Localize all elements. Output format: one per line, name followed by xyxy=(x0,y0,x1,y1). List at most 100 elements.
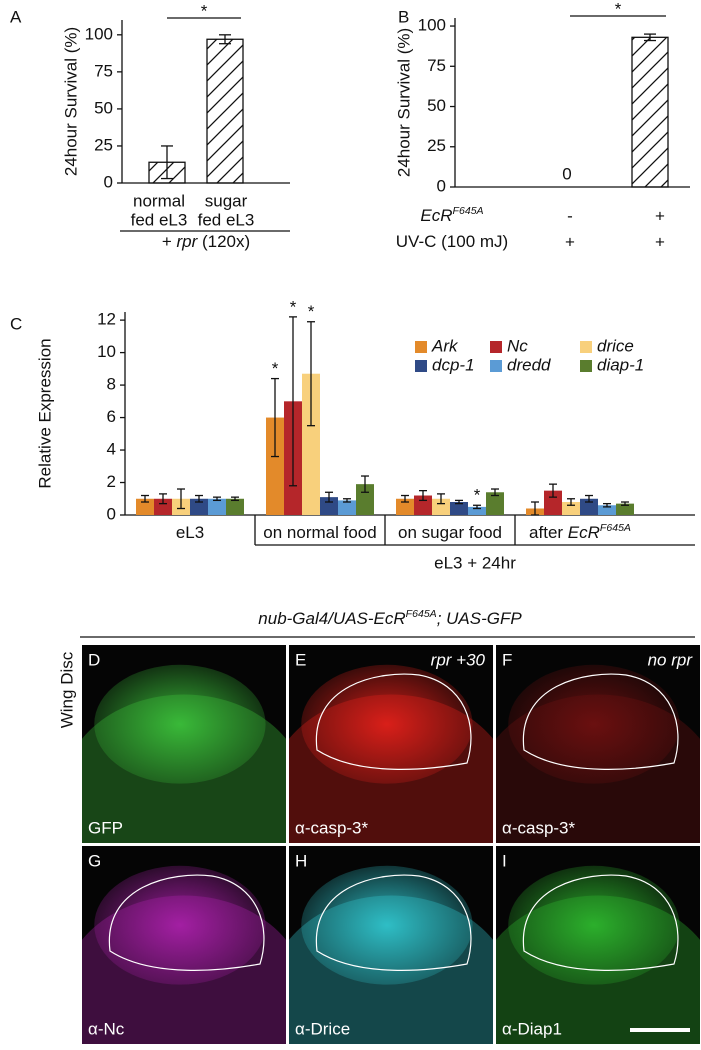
text-run: nub-Gal4/UAS-EcR xyxy=(258,609,405,628)
condition-label: EcRF645A xyxy=(420,205,483,226)
bar xyxy=(154,498,172,515)
significance-mark: * xyxy=(308,302,315,321)
error-bar xyxy=(585,494,593,503)
bar xyxy=(562,502,580,515)
x-tick-label: eL3 xyxy=(176,523,204,542)
x-tick-label: normal xyxy=(133,191,185,210)
significance-mark: * xyxy=(290,297,297,316)
bar xyxy=(356,484,374,515)
x-tick-label: on normal food xyxy=(263,523,376,542)
bar xyxy=(338,500,356,515)
error-bar xyxy=(531,501,539,516)
panel-letter: I xyxy=(502,851,507,870)
error-bar xyxy=(271,377,279,458)
bar xyxy=(190,498,208,515)
y-axis-label: 24hour Survival (%) xyxy=(394,28,413,177)
images-header: nub-Gal4/UAS-EcRF645A; UAS-GFP xyxy=(258,608,522,629)
legend-label: drice xyxy=(597,336,634,355)
legend-swatch xyxy=(415,341,427,353)
pouch xyxy=(508,664,680,784)
condition-value: + xyxy=(655,232,665,251)
panel-caption: α-casp-3* xyxy=(502,818,576,837)
panel-caption: α-Diap1 xyxy=(502,1019,562,1038)
pouch-outline xyxy=(315,673,472,770)
pouch-outline xyxy=(108,874,265,971)
legend-swatch xyxy=(490,360,502,372)
bar xyxy=(616,503,634,515)
y-tick-label: 2 xyxy=(107,472,116,491)
y-tick-label: 4 xyxy=(107,440,116,459)
text-run: ; UAS-GFP xyxy=(437,609,523,628)
error-bar xyxy=(325,491,333,503)
y-axis-label: Relative Expression xyxy=(35,338,54,488)
condition-label: UV-C (100 mJ) xyxy=(396,232,508,251)
y-tick-label: 75 xyxy=(94,61,113,80)
error-bar xyxy=(141,494,149,503)
group-label: eL3 + 24hr xyxy=(434,553,516,572)
x-tick-label: on sugar food xyxy=(398,523,502,542)
bar xyxy=(136,498,154,515)
error-bar xyxy=(567,498,575,506)
text-run: (120x) xyxy=(197,232,250,251)
x-tick-label: fed eL3 xyxy=(198,210,255,229)
panel-label: A xyxy=(10,7,22,26)
error-bar xyxy=(473,504,481,510)
y-tick-label: 10 xyxy=(97,342,116,361)
value-label: 0 xyxy=(562,164,571,183)
significance-mark: * xyxy=(474,486,481,505)
condition-value: + xyxy=(655,206,665,225)
error-bar xyxy=(195,494,203,503)
error-bar xyxy=(307,321,315,427)
bar xyxy=(450,502,468,515)
pouch-outline xyxy=(315,874,472,971)
tissue xyxy=(289,865,493,1044)
legend-label: diap-1 xyxy=(597,355,644,374)
panel-note: no rpr xyxy=(648,650,694,669)
bar xyxy=(266,417,284,515)
legend-label: Ark xyxy=(431,336,459,355)
bar xyxy=(414,495,432,515)
legend-swatch xyxy=(580,360,592,372)
pouch-outline xyxy=(522,673,679,770)
error-bar xyxy=(213,496,221,502)
tissue xyxy=(496,664,700,843)
bar xyxy=(302,373,320,515)
legend-swatch xyxy=(415,360,427,372)
error-bar xyxy=(401,494,409,503)
pouch xyxy=(301,865,473,985)
text-run: EcR xyxy=(420,206,452,225)
y-tick-label: 0 xyxy=(104,172,113,191)
error-bar xyxy=(621,501,629,506)
text-run: on normal food xyxy=(263,523,376,542)
panel-caption: α-Nc xyxy=(88,1019,125,1038)
error-bar xyxy=(161,145,173,180)
bar xyxy=(206,38,244,184)
pouch xyxy=(508,865,680,985)
panel-caption: α-Drice xyxy=(295,1019,350,1038)
bar xyxy=(544,490,562,515)
x-note: + rpr (120x) xyxy=(162,232,250,251)
error-bar xyxy=(644,33,656,42)
y-tick-label: 100 xyxy=(418,16,446,35)
bar xyxy=(631,36,669,188)
condition-value: + xyxy=(565,232,575,251)
error-bar xyxy=(491,488,499,497)
panel-letter: G xyxy=(88,851,101,870)
error-bar xyxy=(361,475,369,493)
error-bar xyxy=(437,493,445,505)
bar xyxy=(396,498,414,515)
y-axis-label: 24hour Survival (%) xyxy=(61,27,80,176)
panel-caption: α-casp-3* xyxy=(295,818,369,837)
significance-mark: * xyxy=(272,359,279,378)
tissue xyxy=(82,865,286,1044)
y-tick-label: 50 xyxy=(94,98,113,117)
panel-letter: D xyxy=(88,650,100,669)
text-run: eL3 xyxy=(176,523,204,542)
error-bar xyxy=(159,493,167,505)
text-run: F645A xyxy=(453,205,484,217)
y-tick-label: 50 xyxy=(427,96,446,115)
error-bar xyxy=(289,316,297,487)
legend-swatch xyxy=(490,341,502,353)
text-run: UV-C (100 mJ) xyxy=(396,232,508,251)
